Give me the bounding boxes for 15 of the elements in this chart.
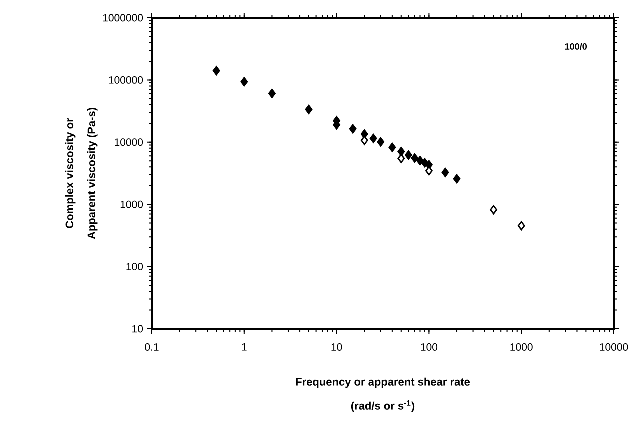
y-tick-label: 10000 (115, 138, 144, 146)
annotation: 100/0 (565, 43, 587, 50)
y-tick-label: 100000 (109, 76, 144, 84)
x-tick-label: 10 (332, 344, 342, 351)
y-tick-label: 1000000 (103, 14, 144, 22)
x-tick-label: 1000 (510, 344, 533, 351)
y-tick-label: 10 (132, 325, 144, 333)
x-tick-label: 100 (421, 344, 438, 351)
x-tick-label: 10000 (600, 344, 628, 351)
text: Frequency or apparent shear rate (rad/s or s$^{-1}$) (296, 378, 470, 412)
x-tick-label: 0.1 (145, 344, 159, 351)
y-axis-title: Complex viscosity or Apparent viscosity (Pa-s) (65, 108, 98, 240)
y-tick-label: 100 (126, 263, 144, 271)
y-tick-label: 1000 (120, 200, 144, 208)
x-tick-label: 1 (242, 344, 247, 351)
